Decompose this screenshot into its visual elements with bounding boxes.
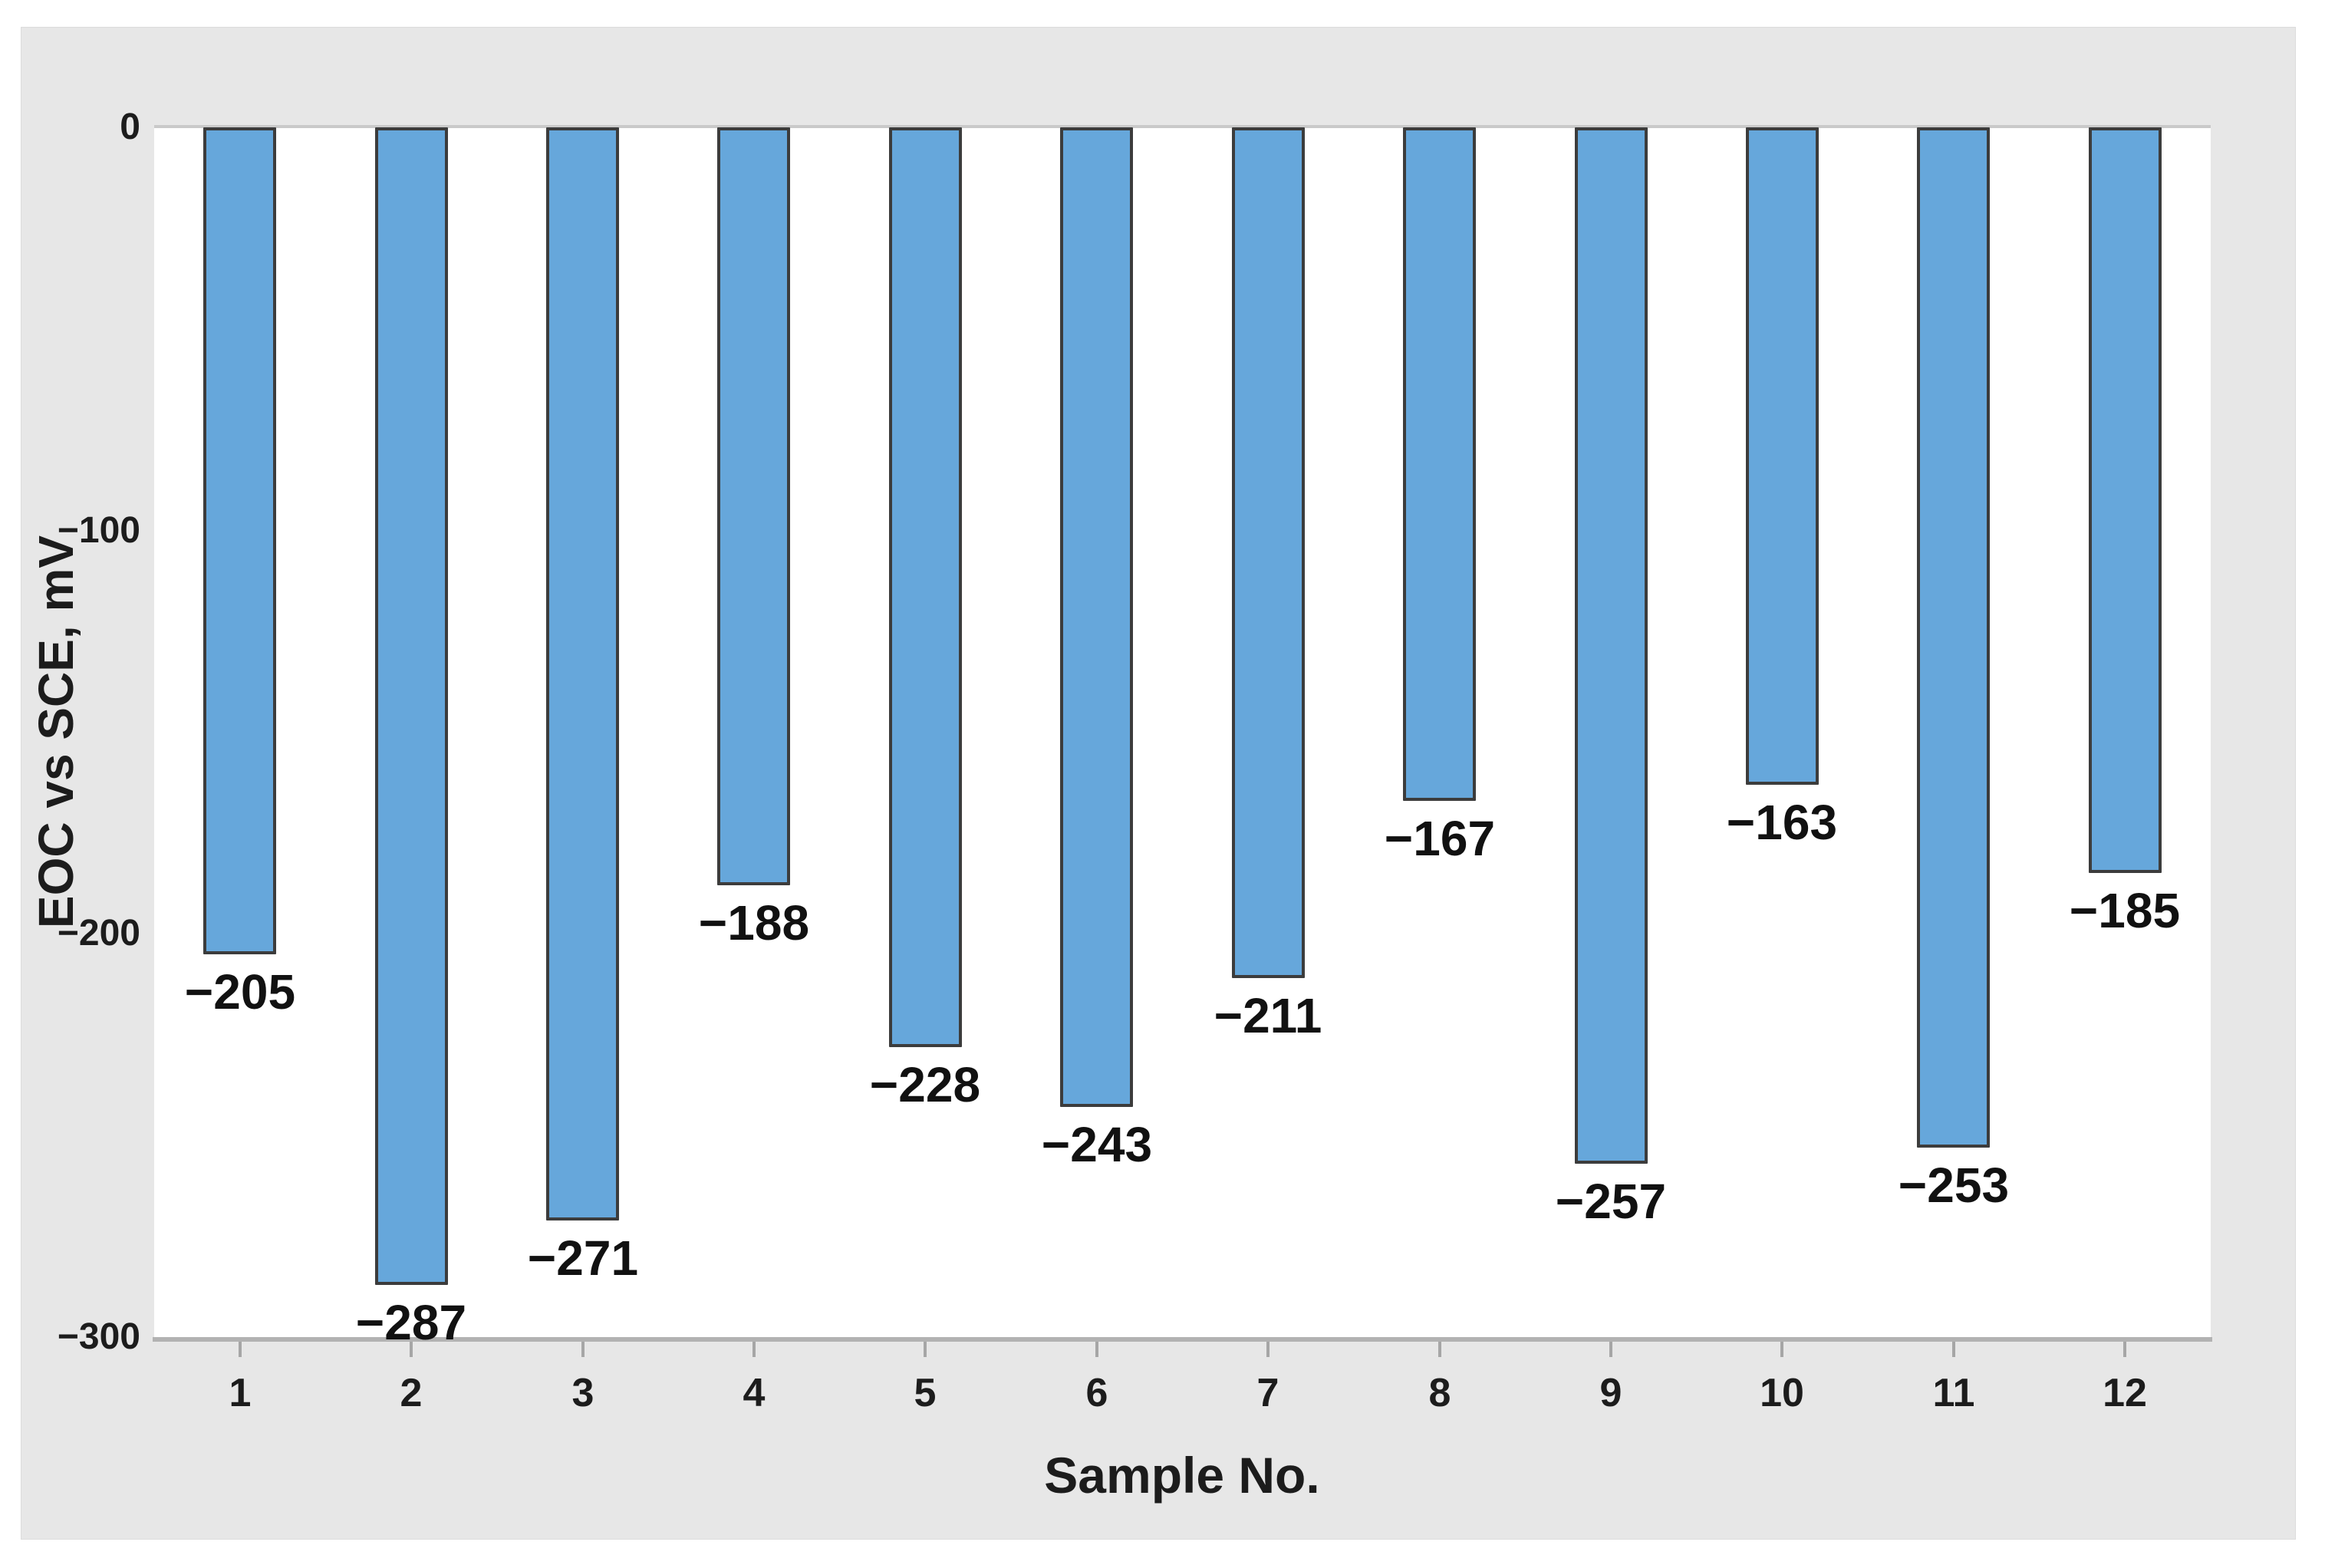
bar-value-label: −257	[1555, 1174, 1667, 1229]
x-axis-line	[153, 1337, 2212, 1342]
x-tick-mark	[1780, 1342, 1783, 1357]
bar-value-label: −188	[698, 895, 810, 950]
bar-value-label: −253	[1898, 1158, 2010, 1213]
bar-value-label: −205	[184, 964, 296, 1020]
bar-value-label: −271	[527, 1230, 639, 1286]
zero-baseline	[154, 125, 2211, 128]
bar-value-label: −163	[1726, 795, 1838, 850]
bar	[889, 127, 962, 1047]
plot-area	[154, 127, 2211, 1337]
x-tick-label: 3	[571, 1371, 594, 1415]
y-tick-label: −200	[57, 913, 140, 954]
x-tick-label: 8	[1428, 1371, 1451, 1415]
bar	[717, 127, 790, 885]
bar	[2089, 127, 2162, 873]
x-tick-mark	[239, 1342, 242, 1357]
x-tick-label: 2	[400, 1371, 423, 1415]
bar	[1060, 127, 1133, 1107]
x-tick-mark	[752, 1342, 756, 1357]
x-tick-mark	[1952, 1342, 1955, 1357]
bar-value-label: −287	[355, 1295, 467, 1350]
x-tick-label: 12	[2103, 1371, 2147, 1415]
bar	[1232, 127, 1305, 978]
x-tick-label: 1	[229, 1371, 252, 1415]
x-tick-label: 9	[1599, 1371, 1622, 1415]
x-tick-mark	[410, 1342, 413, 1357]
x-tick-label: 6	[1085, 1371, 1108, 1415]
y-tick-label: −300	[57, 1316, 140, 1357]
y-tick-label: 0	[120, 107, 140, 147]
bar	[1917, 127, 1990, 1148]
x-tick-mark	[1095, 1342, 1098, 1357]
x-axis-title: Sample No.	[1044, 1447, 1320, 1504]
x-tick-mark	[924, 1342, 927, 1357]
y-tick-label: −100	[57, 509, 140, 551]
bar	[1575, 127, 1648, 1164]
bar	[546, 127, 619, 1220]
x-tick-mark	[1266, 1342, 1270, 1357]
bar-value-label: −185	[2069, 883, 2181, 938]
bar	[1403, 127, 1476, 801]
x-tick-mark	[1609, 1342, 1612, 1357]
x-tick-label: 7	[1256, 1371, 1279, 1415]
x-tick-label: 10	[1760, 1371, 1804, 1415]
x-tick-mark	[2123, 1342, 2126, 1357]
bar-value-label: −211	[1214, 988, 1322, 1043]
x-tick-label: 5	[914, 1371, 937, 1415]
x-tick-mark	[1438, 1342, 1441, 1357]
bar-value-label: −228	[869, 1057, 981, 1112]
bar-value-label: −243	[1041, 1117, 1153, 1172]
x-tick-label: 4	[743, 1371, 766, 1415]
bar-value-label: −167	[1384, 811, 1496, 866]
bar	[203, 127, 276, 954]
x-tick-label: 11	[1932, 1371, 1975, 1415]
bar	[375, 127, 448, 1285]
x-tick-mark	[581, 1342, 585, 1357]
y-axis-title: EOC vs SCE, mV	[28, 535, 84, 929]
bar-chart-figure: −205 −287 −271 −188 −228 −243 −211 −167 −257 −163…	[21, 27, 2296, 1540]
bar	[1746, 127, 1819, 785]
